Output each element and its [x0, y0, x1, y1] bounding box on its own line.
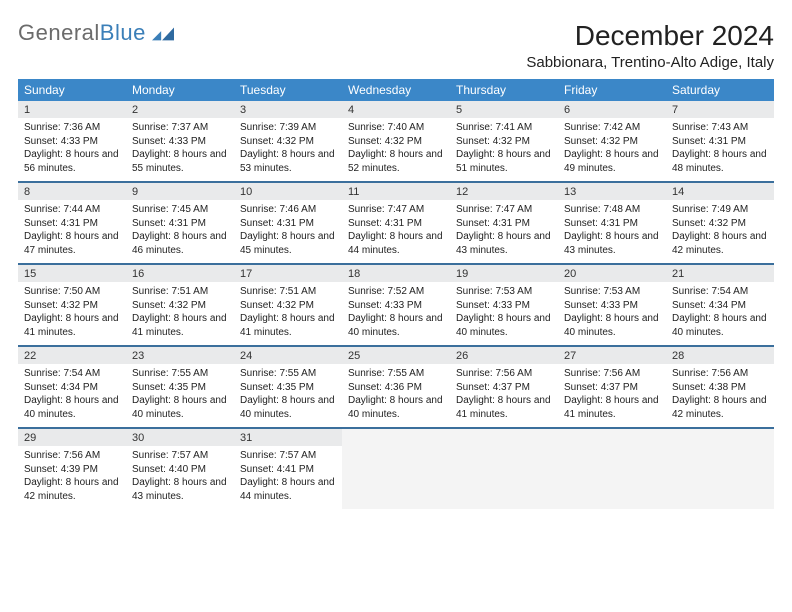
title-block: December 2024 Sabbionara, Trentino-Alto … — [526, 20, 774, 71]
date-cell: 6 — [558, 101, 666, 118]
detail-row: Sunrise: 7:54 AMSunset: 4:34 PMDaylight:… — [18, 364, 774, 427]
date-cell: 27 — [558, 345, 666, 364]
detail-cell: Sunrise: 7:54 AMSunset: 4:34 PMDaylight:… — [666, 282, 774, 345]
date-cell: 8 — [18, 181, 126, 200]
date-cell: 30 — [126, 427, 234, 446]
detail-cell: Sunrise: 7:54 AMSunset: 4:34 PMDaylight:… — [18, 364, 126, 427]
detail-cell: Sunrise: 7:57 AMSunset: 4:40 PMDaylight:… — [126, 446, 234, 509]
detail-cell: Sunrise: 7:46 AMSunset: 4:31 PMDaylight:… — [234, 200, 342, 263]
brand-word1: General — [18, 20, 100, 46]
weekday-header: Wednesday — [342, 79, 450, 101]
date-cell: . — [342, 427, 450, 446]
detail-cell: Sunrise: 7:56 AMSunset: 4:37 PMDaylight:… — [558, 364, 666, 427]
month-title: December 2024 — [526, 20, 774, 52]
location-text: Sabbionara, Trentino-Alto Adige, Italy — [526, 54, 774, 71]
date-cell: 24 — [234, 345, 342, 364]
date-cell: 13 — [558, 181, 666, 200]
weeks-container: 1234567Sunrise: 7:36 AMSunset: 4:33 PMDa… — [18, 101, 774, 509]
detail-cell: Sunrise: 7:36 AMSunset: 4:33 PMDaylight:… — [18, 118, 126, 181]
detail-cell: Sunrise: 7:52 AMSunset: 4:33 PMDaylight:… — [342, 282, 450, 345]
header: GeneralBlue December 2024 Sabbionara, Tr… — [18, 20, 774, 71]
date-cell: 16 — [126, 263, 234, 282]
date-cell: 2 — [126, 101, 234, 118]
calendar-page: GeneralBlue December 2024 Sabbionara, Tr… — [0, 0, 792, 519]
weekday-header: Sunday — [18, 79, 126, 101]
date-cell: 14 — [666, 181, 774, 200]
detail-cell: Sunrise: 7:49 AMSunset: 4:32 PMDaylight:… — [666, 200, 774, 263]
detail-cell: Sunrise: 7:55 AMSunset: 4:36 PMDaylight:… — [342, 364, 450, 427]
date-number-row: 22232425262728 — [18, 345, 774, 364]
detail-cell: Sunrise: 7:53 AMSunset: 4:33 PMDaylight:… — [450, 282, 558, 345]
date-cell: 20 — [558, 263, 666, 282]
detail-cell — [450, 446, 558, 509]
detail-cell: Sunrise: 7:44 AMSunset: 4:31 PMDaylight:… — [18, 200, 126, 263]
date-cell: 3 — [234, 101, 342, 118]
detail-cell: Sunrise: 7:47 AMSunset: 4:31 PMDaylight:… — [450, 200, 558, 263]
detail-cell: Sunrise: 7:40 AMSunset: 4:32 PMDaylight:… — [342, 118, 450, 181]
date-number-row: 1234567 — [18, 101, 774, 118]
date-cell: 15 — [18, 263, 126, 282]
weekday-header: Monday — [126, 79, 234, 101]
detail-cell: Sunrise: 7:51 AMSunset: 4:32 PMDaylight:… — [234, 282, 342, 345]
date-cell: 7 — [666, 101, 774, 118]
detail-cell: Sunrise: 7:41 AMSunset: 4:32 PMDaylight:… — [450, 118, 558, 181]
date-cell: 1 — [18, 101, 126, 118]
date-cell: 11 — [342, 181, 450, 200]
calendar-grid: SundayMondayTuesdayWednesdayThursdayFrid… — [18, 79, 774, 509]
date-cell: 4 — [342, 101, 450, 118]
detail-cell — [666, 446, 774, 509]
detail-cell: Sunrise: 7:56 AMSunset: 4:37 PMDaylight:… — [450, 364, 558, 427]
detail-cell: Sunrise: 7:56 AMSunset: 4:38 PMDaylight:… — [666, 364, 774, 427]
detail-cell: Sunrise: 7:51 AMSunset: 4:32 PMDaylight:… — [126, 282, 234, 345]
brand-word2: Blue — [100, 20, 146, 46]
detail-cell: Sunrise: 7:53 AMSunset: 4:33 PMDaylight:… — [558, 282, 666, 345]
date-number-row: 891011121314 — [18, 181, 774, 200]
date-cell: 12 — [450, 181, 558, 200]
detail-cell — [558, 446, 666, 509]
detail-cell: Sunrise: 7:55 AMSunset: 4:35 PMDaylight:… — [234, 364, 342, 427]
detail-cell: Sunrise: 7:55 AMSunset: 4:35 PMDaylight:… — [126, 364, 234, 427]
detail-cell: Sunrise: 7:57 AMSunset: 4:41 PMDaylight:… — [234, 446, 342, 509]
detail-cell: Sunrise: 7:42 AMSunset: 4:32 PMDaylight:… — [558, 118, 666, 181]
date-cell: 29 — [18, 427, 126, 446]
weekday-header: Saturday — [666, 79, 774, 101]
date-number-row: 15161718192021 — [18, 263, 774, 282]
date-cell: 31 — [234, 427, 342, 446]
detail-cell: Sunrise: 7:47 AMSunset: 4:31 PMDaylight:… — [342, 200, 450, 263]
date-cell: 9 — [126, 181, 234, 200]
brand-logo: GeneralBlue — [18, 20, 174, 46]
detail-cell: Sunrise: 7:50 AMSunset: 4:32 PMDaylight:… — [18, 282, 126, 345]
date-cell: 28 — [666, 345, 774, 364]
detail-cell — [342, 446, 450, 509]
date-cell: 23 — [126, 345, 234, 364]
weekday-header-row: SundayMondayTuesdayWednesdayThursdayFrid… — [18, 79, 774, 101]
date-cell: 18 — [342, 263, 450, 282]
date-number-row: 293031.... — [18, 427, 774, 446]
date-cell: 17 — [234, 263, 342, 282]
date-cell: 10 — [234, 181, 342, 200]
detail-cell: Sunrise: 7:43 AMSunset: 4:31 PMDaylight:… — [666, 118, 774, 181]
date-cell: 25 — [342, 345, 450, 364]
date-cell: . — [666, 427, 774, 446]
detail-cell: Sunrise: 7:56 AMSunset: 4:39 PMDaylight:… — [18, 446, 126, 509]
date-cell: 5 — [450, 101, 558, 118]
detail-row: Sunrise: 7:36 AMSunset: 4:33 PMDaylight:… — [18, 118, 774, 181]
date-cell: . — [450, 427, 558, 446]
detail-cell: Sunrise: 7:39 AMSunset: 4:32 PMDaylight:… — [234, 118, 342, 181]
date-cell: 22 — [18, 345, 126, 364]
detail-cell: Sunrise: 7:45 AMSunset: 4:31 PMDaylight:… — [126, 200, 234, 263]
detail-cell: Sunrise: 7:37 AMSunset: 4:33 PMDaylight:… — [126, 118, 234, 181]
date-cell: . — [558, 427, 666, 446]
weekday-header: Tuesday — [234, 79, 342, 101]
date-cell: 19 — [450, 263, 558, 282]
weekday-header: Friday — [558, 79, 666, 101]
date-cell: 26 — [450, 345, 558, 364]
brand-triangle-icon — [152, 25, 174, 41]
detail-cell: Sunrise: 7:48 AMSunset: 4:31 PMDaylight:… — [558, 200, 666, 263]
detail-row: Sunrise: 7:56 AMSunset: 4:39 PMDaylight:… — [18, 446, 774, 509]
detail-row: Sunrise: 7:50 AMSunset: 4:32 PMDaylight:… — [18, 282, 774, 345]
weekday-header: Thursday — [450, 79, 558, 101]
detail-row: Sunrise: 7:44 AMSunset: 4:31 PMDaylight:… — [18, 200, 774, 263]
date-cell: 21 — [666, 263, 774, 282]
